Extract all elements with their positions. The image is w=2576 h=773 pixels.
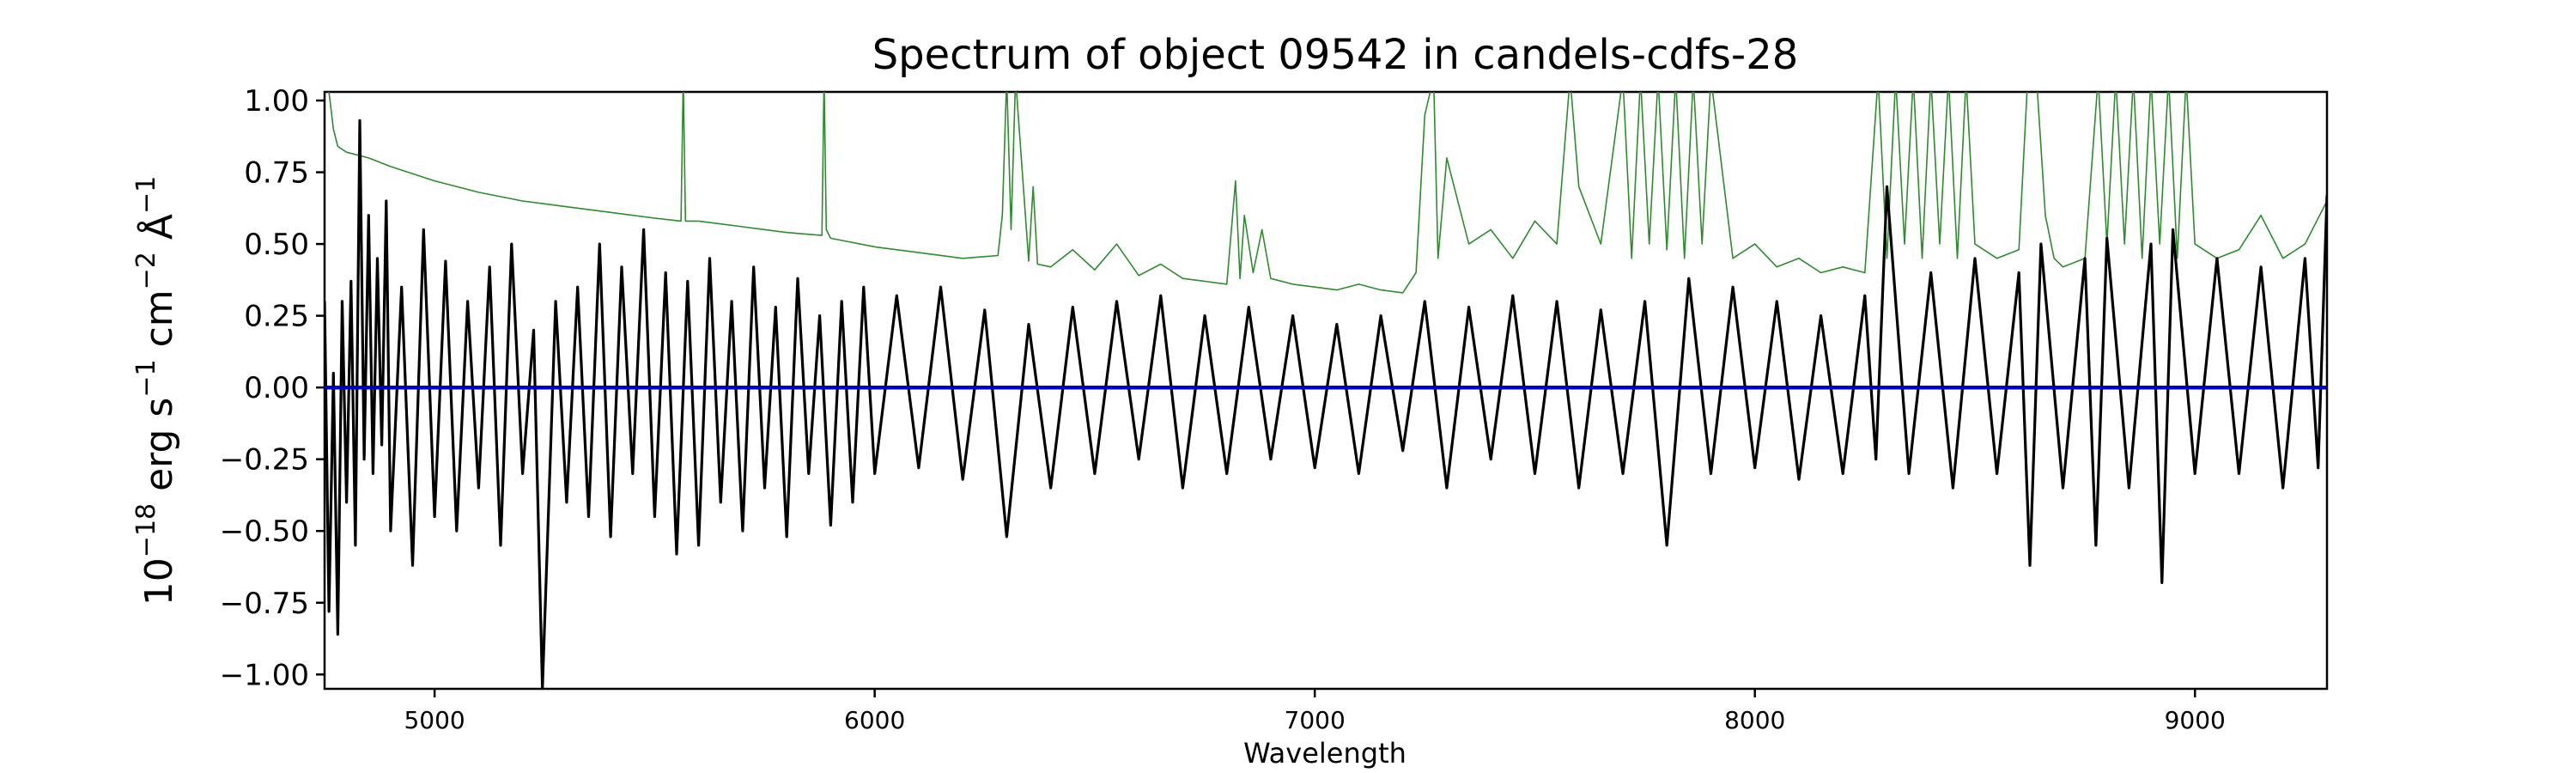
y-tick-label: 0.00 [244,371,309,405]
y-tick-label: −0.50 [220,514,309,549]
series-layer [325,92,2327,689]
x-tick-label: 7000 [1285,706,1346,734]
x-tick-label: 6000 [844,706,905,734]
flux-series-line [325,119,2327,689]
chart-title: Spectrum of object 09542 in candels-cdfs… [872,31,1799,79]
x-tick-label: 9000 [2165,706,2226,734]
y-tick-label: 1.00 [244,84,309,119]
error-series-line [328,92,2327,294]
x-axis-ticks: 5000 6000 7000 8000 9000 [404,689,2226,734]
y-axis-ticks: 1.00 0.75 0.50 0.25 0.00 −0.25 −0.50 −0.75 −1.00 [220,84,325,692]
y-tick-label: −0.75 [220,587,309,621]
y-tick-label: 0.50 [244,228,309,262]
x-tick-label: 5000 [404,706,465,734]
x-axis-label: Wavelength [1243,737,1406,770]
y-tick-label: 0.75 [244,156,309,191]
y-tick-label: −1.00 [220,658,309,692]
x-tick-label: 8000 [1724,706,1785,734]
y-tick-label: 0.25 [244,300,309,334]
y-tick-label: −0.25 [220,443,309,478]
y-axis-label: 10−18 erg s−1 cm−2 Å−1 [131,176,181,606]
